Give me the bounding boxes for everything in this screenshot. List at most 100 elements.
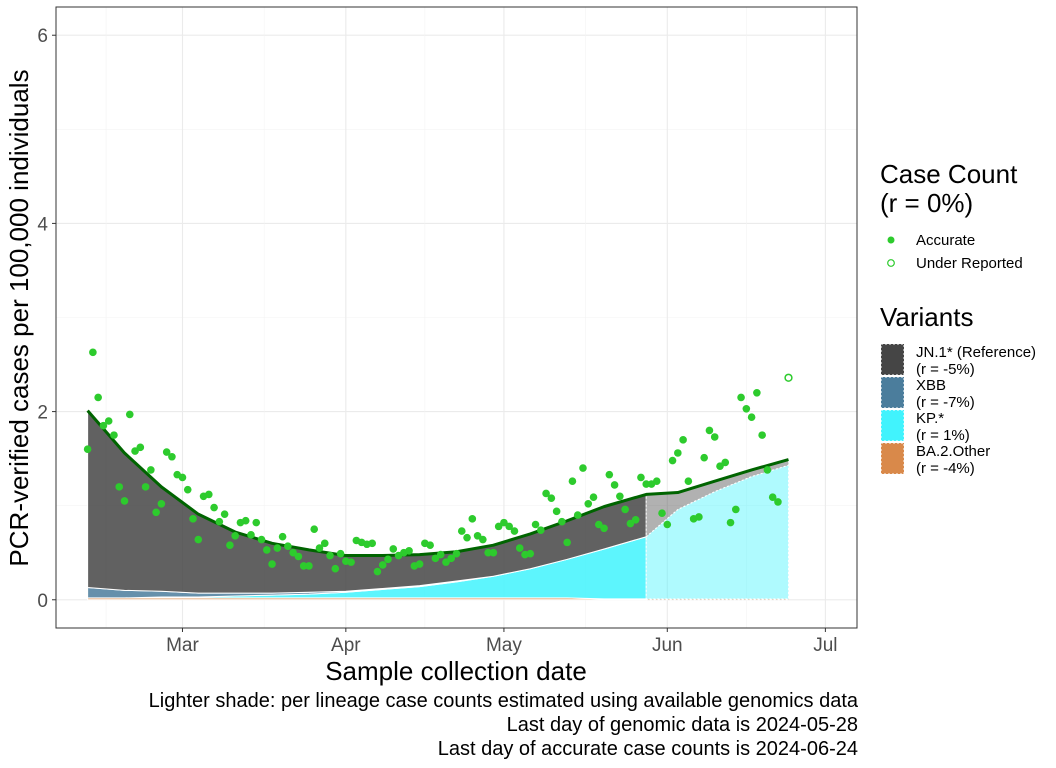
point-accurate bbox=[305, 562, 313, 570]
point-accurate bbox=[210, 503, 218, 512]
point-accurate bbox=[631, 515, 640, 524]
legend-kp-swatch bbox=[880, 409, 905, 442]
point-accurate bbox=[110, 431, 118, 439]
point-accurate bbox=[83, 445, 92, 454]
point-accurate bbox=[252, 518, 261, 527]
point-accurate bbox=[594, 520, 603, 529]
legend-ba2-label: BA.2.Other bbox=[916, 443, 990, 460]
point-accurate bbox=[89, 348, 97, 357]
point-accurate bbox=[405, 547, 413, 555]
point-accurate bbox=[473, 531, 482, 540]
point-accurate bbox=[231, 531, 239, 540]
point-accurate bbox=[457, 527, 466, 535]
y-tick-label: 0 bbox=[37, 591, 48, 612]
point-accurate bbox=[294, 552, 303, 561]
point-accurate bbox=[168, 452, 176, 461]
point-accurate bbox=[205, 490, 213, 499]
point-accurate bbox=[763, 466, 772, 474]
point-accurate bbox=[347, 558, 355, 566]
point-accurate bbox=[247, 531, 255, 539]
point-accurate bbox=[299, 562, 308, 570]
point-accurate bbox=[747, 413, 756, 422]
point-under-reported bbox=[784, 373, 793, 382]
point-accurate bbox=[589, 493, 598, 502]
point-accurate bbox=[273, 544, 282, 552]
point-accurate bbox=[257, 535, 266, 544]
point-accurate bbox=[479, 535, 487, 544]
point-accurate bbox=[278, 532, 287, 541]
legend-ba2-rate: (r = -4%) bbox=[916, 460, 975, 477]
point-accurate bbox=[489, 548, 498, 557]
x-tick-label: Jun bbox=[652, 635, 683, 656]
point-accurate bbox=[289, 548, 297, 557]
point-accurate bbox=[674, 449, 682, 457]
point-accurate bbox=[315, 544, 324, 552]
case-points bbox=[83, 348, 793, 576]
point-accurate bbox=[215, 517, 224, 526]
point-accurate bbox=[336, 549, 345, 558]
point-accurate bbox=[668, 456, 677, 465]
caption-line-1: Lighter shade: per lineage case counts e… bbox=[148, 690, 858, 712]
point-accurate bbox=[700, 453, 708, 462]
legend-xbb-swatch bbox=[880, 376, 905, 409]
legend-ba2-swatch bbox=[880, 442, 905, 475]
point-accurate bbox=[120, 497, 129, 505]
point-accurate bbox=[136, 443, 145, 452]
point-accurate bbox=[194, 535, 203, 544]
legend-jn1-label: JN.1* (Reference) bbox=[916, 344, 1036, 361]
legend-kp-rate: (r = 1%) bbox=[916, 427, 970, 444]
point-accurate bbox=[268, 560, 276, 568]
point-accurate bbox=[468, 515, 477, 523]
point-accurate bbox=[326, 551, 334, 560]
point-accurate bbox=[737, 393, 745, 402]
point-accurate bbox=[241, 516, 250, 525]
point-accurate bbox=[621, 505, 629, 514]
x-tick-label: Mar bbox=[166, 635, 199, 656]
point-accurate bbox=[99, 421, 108, 430]
x-tick-label: Apr bbox=[331, 635, 361, 656]
point-accurate bbox=[157, 500, 166, 508]
point-accurate bbox=[600, 524, 608, 533]
point-accurate bbox=[568, 477, 577, 486]
point-accurate bbox=[515, 544, 524, 552]
legend-jn1-swatch bbox=[880, 343, 905, 376]
point-accurate bbox=[637, 473, 645, 482]
point-accurate bbox=[484, 548, 492, 557]
point-accurate bbox=[452, 549, 461, 558]
point-accurate bbox=[510, 527, 519, 535]
legend-xbb-label: XBB bbox=[916, 377, 946, 394]
legend-under-reported-label: Under Reported bbox=[916, 255, 1023, 272]
point-accurate bbox=[436, 550, 445, 559]
point-accurate bbox=[537, 526, 545, 534]
point-accurate bbox=[558, 517, 566, 526]
point-accurate bbox=[731, 505, 740, 514]
point-accurate bbox=[368, 539, 376, 548]
point-accurate bbox=[141, 483, 150, 491]
point-accurate bbox=[500, 518, 508, 527]
y-axis-ticks: 0 2 4 6 bbox=[37, 26, 56, 612]
point-accurate bbox=[610, 481, 619, 489]
y-axis-title: PCR-verified cases per 100,000 individua… bbox=[4, 69, 34, 566]
legend-variants: Variants JN.1* (Reference) (r = -5%) XBB… bbox=[880, 302, 1036, 477]
point-accurate bbox=[563, 538, 571, 547]
point-accurate bbox=[652, 477, 661, 486]
point-accurate bbox=[531, 520, 540, 529]
y-tick-label: 6 bbox=[37, 26, 48, 47]
point-accurate bbox=[642, 480, 651, 488]
point-accurate bbox=[758, 431, 766, 439]
point-accurate bbox=[552, 507, 561, 516]
point-accurate bbox=[284, 542, 292, 550]
x-axis-ticks: Mar Apr May Jun Jul bbox=[166, 628, 838, 656]
x-axis-title: Sample collection date bbox=[325, 656, 587, 686]
caption-line-3: Last day of accurate case counts is 2024… bbox=[437, 738, 858, 760]
point-accurate bbox=[220, 510, 229, 518]
legend-case-count-title: Case Count bbox=[880, 159, 1018, 189]
point-accurate bbox=[262, 546, 271, 554]
legend-under-reported-marker bbox=[887, 259, 895, 267]
point-accurate bbox=[573, 511, 582, 519]
point-accurate bbox=[663, 520, 672, 529]
x-tick-label: May bbox=[486, 635, 522, 656]
legend-jn1-rate: (r = -5%) bbox=[916, 361, 975, 378]
